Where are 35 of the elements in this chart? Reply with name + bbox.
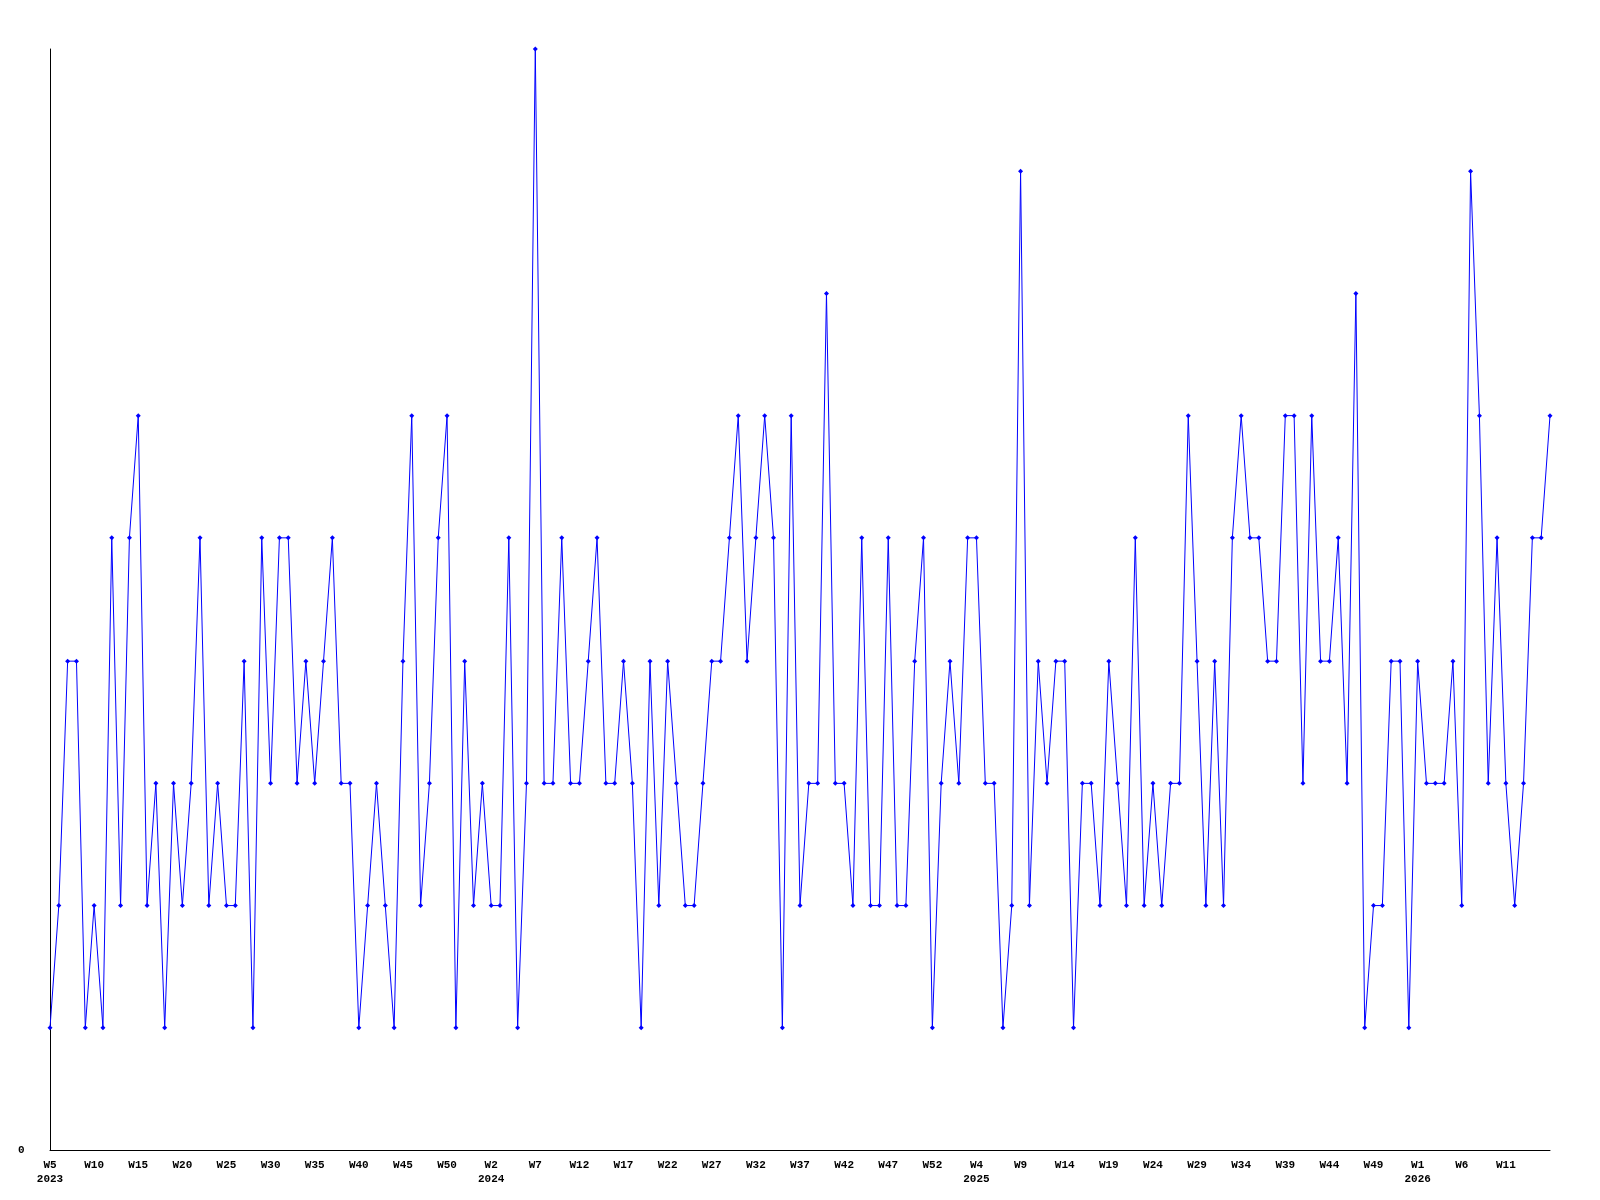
x-tick-label: W4 2025 xyxy=(963,1159,991,1185)
x-tick-label: W42 xyxy=(834,1159,855,1171)
x-tick-label: W12 xyxy=(569,1159,590,1171)
x-tick-label: W29 xyxy=(1187,1159,1207,1171)
x-tick-label: W19 xyxy=(1098,1159,1119,1171)
x-tick-label: W17 xyxy=(613,1159,634,1171)
x-tick-label: W24 xyxy=(1143,1159,1164,1171)
x-tick-label: W10 xyxy=(84,1159,105,1171)
x-tick-label: W47 xyxy=(878,1159,899,1171)
x-tick-label: W52 xyxy=(922,1159,943,1171)
x-tick-label: W45 xyxy=(393,1159,414,1171)
x-tick-label: W49 xyxy=(1363,1159,1384,1171)
x-tick-label: W20 xyxy=(172,1159,193,1171)
x-tick-label: W32 xyxy=(745,1159,766,1171)
x-tick-label: W14 xyxy=(1054,1159,1075,1171)
x-tick-label: W1 2026 xyxy=(1404,1159,1431,1185)
x-tick-label: W37 xyxy=(790,1159,810,1171)
x-tick-label: W15 xyxy=(128,1159,149,1171)
x-tick-label: W2 2024 xyxy=(477,1159,505,1185)
x-tick-label: W30 xyxy=(260,1159,281,1171)
x-tick-label: W7 xyxy=(528,1159,542,1171)
x-tick-label: W5 2023 xyxy=(36,1159,64,1185)
x-tick-label: W27 xyxy=(701,1159,722,1171)
text: 0 xyxy=(18,1143,25,1156)
x-tick-label: W35 xyxy=(304,1159,325,1171)
x-tick-label: W25 xyxy=(216,1159,237,1171)
x-tick-label: W50 xyxy=(437,1159,457,1171)
x-tick-label: W9 xyxy=(1013,1159,1028,1171)
x-tick-label: W40 xyxy=(348,1159,369,1171)
x-tick-label: W6 xyxy=(1455,1159,1469,1171)
x-tick-label: W44 xyxy=(1319,1159,1340,1171)
x-tick-label: W34 xyxy=(1231,1159,1252,1171)
x-tick-label: W39 xyxy=(1275,1159,1296,1171)
x-tick-label: W22 xyxy=(657,1159,678,1171)
x-tick-label: W11 xyxy=(1495,1159,1517,1171)
